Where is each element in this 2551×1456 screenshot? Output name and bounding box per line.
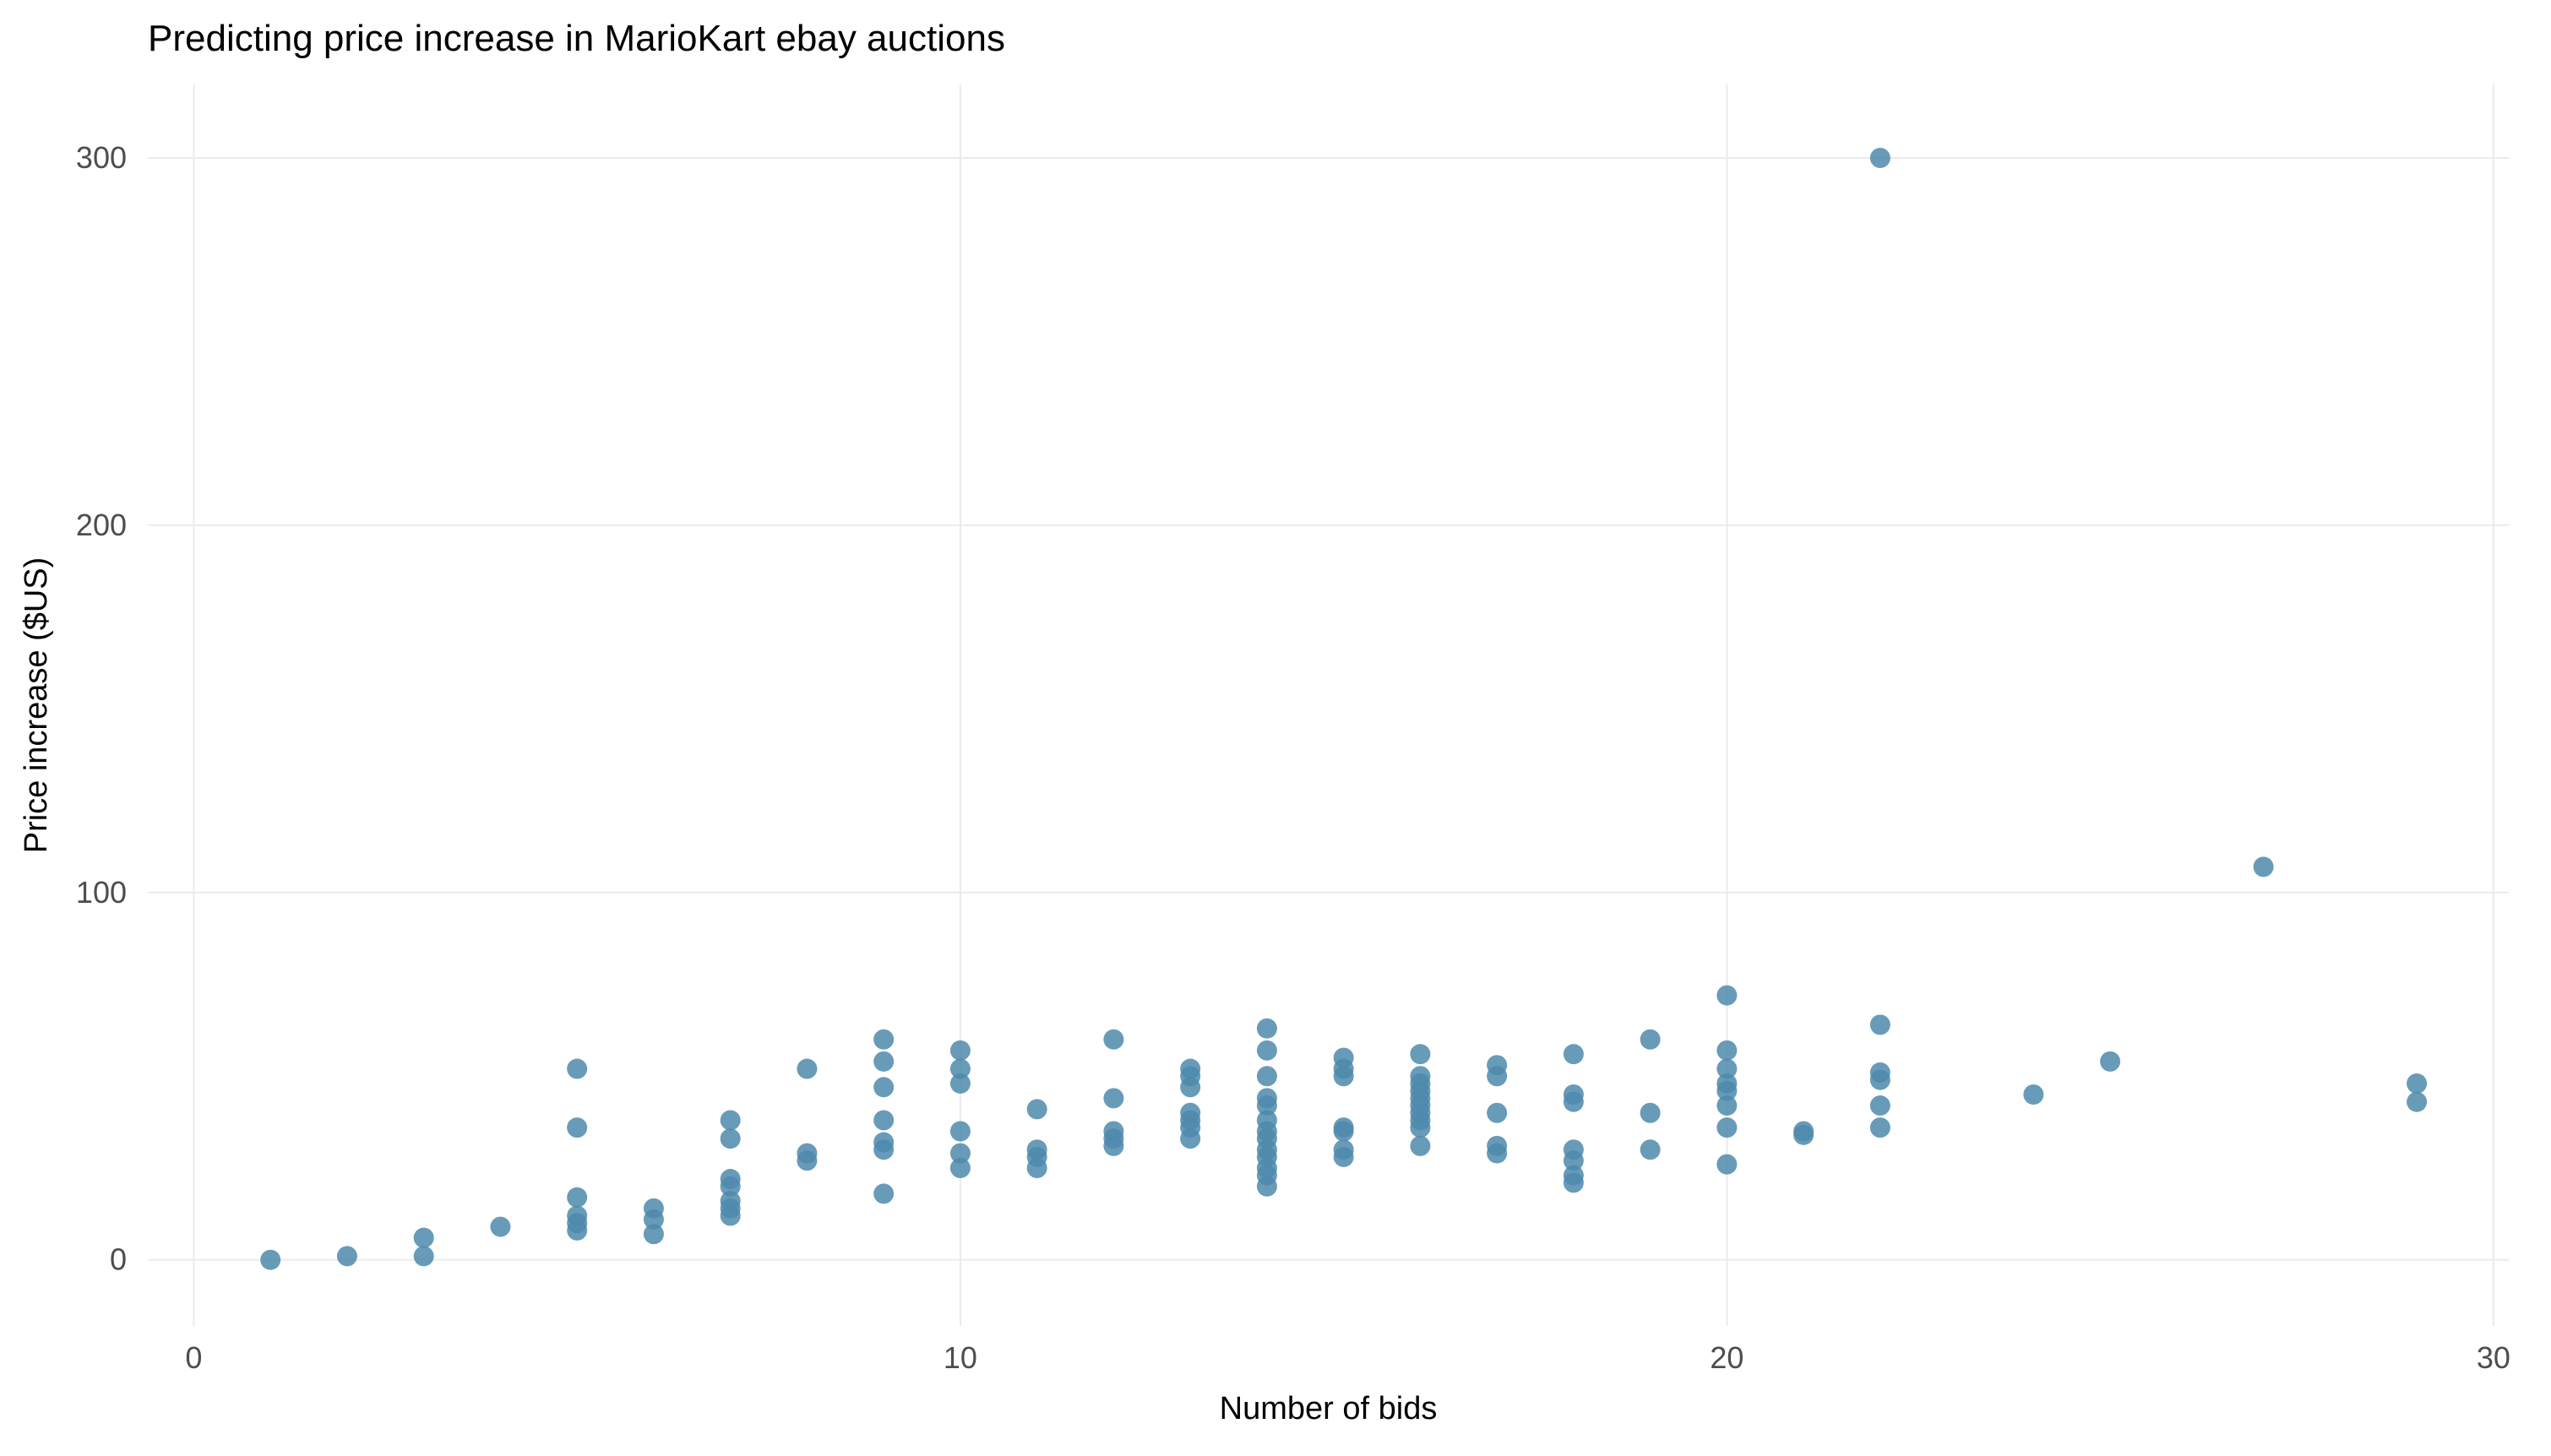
data-point — [1410, 1044, 1430, 1064]
data-point — [490, 1217, 510, 1237]
data-point — [1410, 1136, 1430, 1156]
data-point — [950, 1040, 971, 1061]
data-point — [721, 1110, 741, 1130]
x-tick-label: 0 — [185, 1340, 202, 1375]
data-point — [1410, 1117, 1430, 1138]
data-point — [1870, 1014, 1890, 1035]
x-tick-label: 10 — [944, 1340, 977, 1375]
data-point — [644, 1224, 664, 1244]
y-tick-label: 100 — [76, 875, 127, 910]
x-axis-label: Number of bids — [1220, 1391, 1438, 1426]
data-point — [1027, 1099, 1047, 1119]
y-tick-label: 0 — [110, 1242, 127, 1277]
data-point — [567, 1117, 587, 1138]
data-point — [1716, 1154, 1737, 1175]
data-point — [873, 1183, 894, 1203]
data-point — [1640, 1030, 1661, 1050]
data-point — [1334, 1121, 1354, 1141]
data-point — [721, 1206, 741, 1226]
data-point — [1257, 1040, 1277, 1061]
data-point — [1870, 1117, 1890, 1138]
data-point — [1564, 1092, 1584, 1112]
data-point — [2254, 856, 2274, 877]
scatter-chart: 0 10 20 30 0 100 200 300 Predicting price incr… — [0, 0, 2551, 1456]
data-point — [2023, 1084, 2043, 1105]
data-point — [950, 1121, 971, 1141]
y-tick-label: 200 — [76, 508, 127, 542]
data-point — [1716, 986, 1737, 1006]
data-point — [1870, 1095, 1890, 1116]
chart-title: Predicting price increase in MarioKart e… — [148, 18, 1005, 59]
data-point — [1180, 1077, 1200, 1097]
data-point — [414, 1246, 434, 1266]
data-point — [1640, 1103, 1661, 1123]
y-axis-label: Price increase ($US) — [19, 557, 54, 854]
data-point — [1257, 1066, 1277, 1086]
data-point — [2100, 1051, 2120, 1072]
data-point — [1257, 1176, 1277, 1197]
data-point — [1640, 1139, 1661, 1160]
data-point — [1180, 1128, 1200, 1149]
data-point — [1257, 1019, 1277, 1039]
data-point — [2407, 1073, 2427, 1094]
chart-container: 0 10 20 30 0 100 200 300 Predicting price incr… — [0, 0, 2551, 1456]
chart-background — [0, 0, 2551, 1456]
x-tick-label: 30 — [2477, 1340, 2510, 1375]
data-point — [1564, 1172, 1584, 1193]
data-point — [1564, 1044, 1584, 1064]
data-point — [873, 1139, 894, 1160]
data-point — [1103, 1030, 1123, 1050]
data-point — [567, 1059, 587, 1079]
data-point — [1870, 148, 1890, 168]
data-point — [1716, 1117, 1737, 1138]
y-tick-label: 300 — [76, 140, 127, 175]
data-point — [873, 1110, 894, 1130]
x-tick-label: 20 — [1710, 1340, 1743, 1375]
data-point — [873, 1030, 894, 1050]
data-point — [1103, 1136, 1123, 1156]
data-point — [1103, 1088, 1123, 1108]
data-point — [1793, 1125, 1814, 1145]
data-point — [567, 1220, 587, 1241]
data-point — [1334, 1066, 1354, 1086]
data-point — [414, 1228, 434, 1248]
data-point — [260, 1250, 280, 1270]
data-point — [337, 1246, 357, 1266]
data-point — [1487, 1066, 1507, 1086]
data-point — [1487, 1103, 1507, 1123]
data-point — [721, 1128, 741, 1149]
data-point — [797, 1150, 817, 1171]
data-point — [1334, 1147, 1354, 1167]
data-point — [1870, 1070, 1890, 1090]
data-point — [950, 1158, 971, 1178]
data-point — [567, 1187, 587, 1208]
data-point — [1716, 1040, 1737, 1061]
data-point — [797, 1059, 817, 1079]
data-point — [950, 1073, 971, 1094]
data-point — [1716, 1095, 1737, 1116]
data-point — [1487, 1144, 1507, 1164]
data-point — [2407, 1092, 2427, 1112]
data-point — [873, 1077, 894, 1097]
data-point — [1027, 1158, 1047, 1178]
data-point — [873, 1051, 894, 1072]
